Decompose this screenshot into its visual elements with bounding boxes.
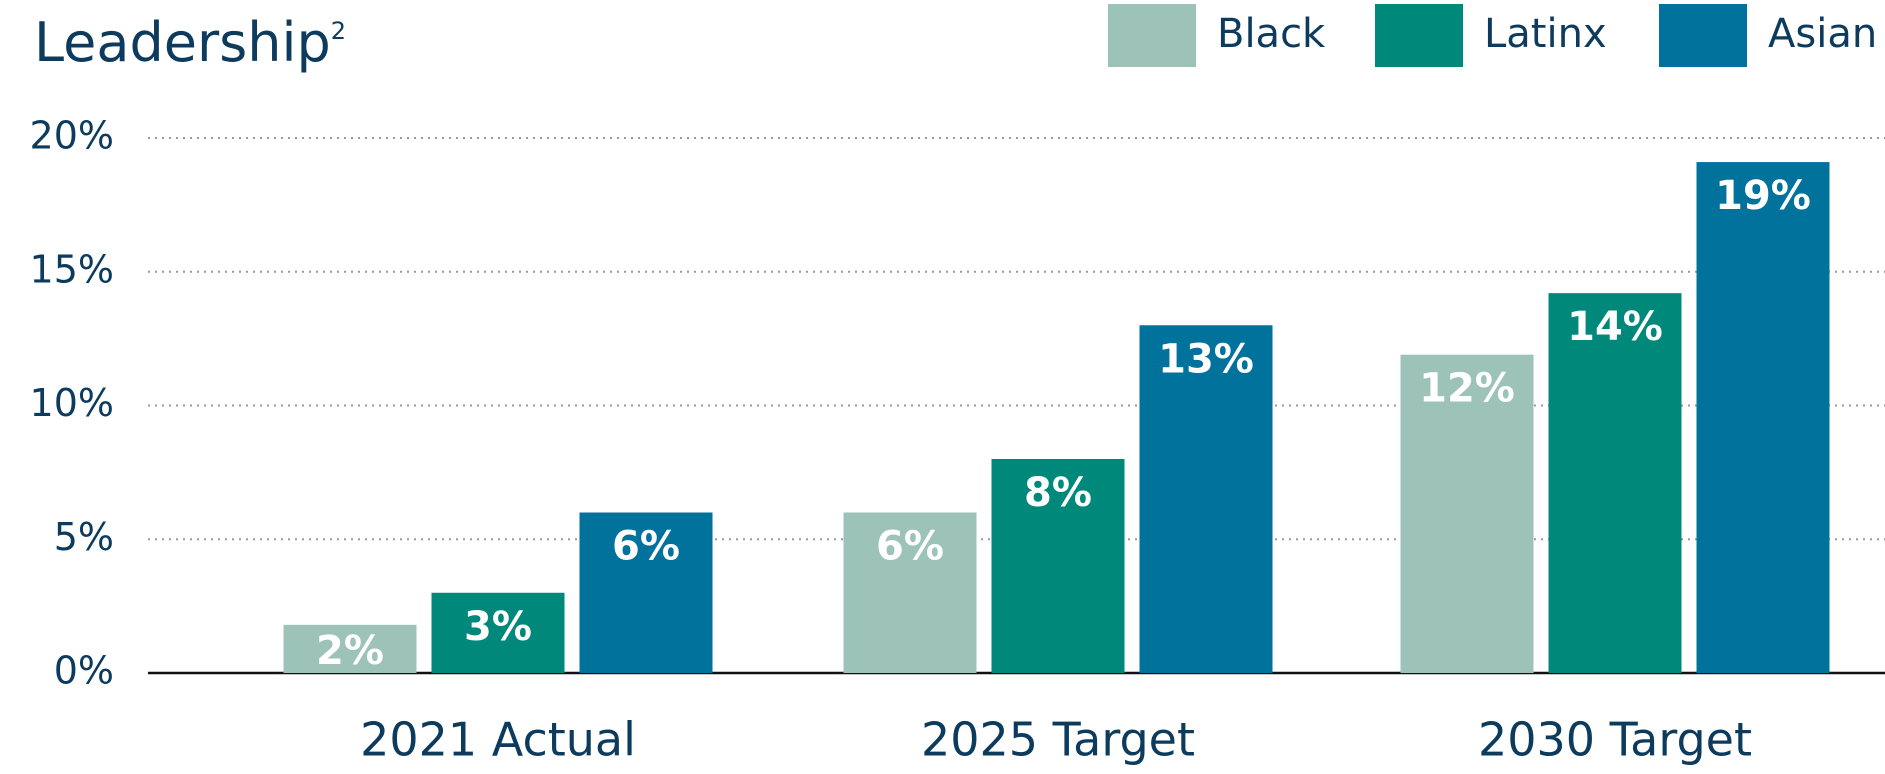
x-tick-label: 2025 Target bbox=[921, 713, 1195, 767]
bar bbox=[991, 459, 1125, 673]
data-label: 8% bbox=[1024, 470, 1092, 516]
data-label: 19% bbox=[1715, 173, 1811, 219]
bar bbox=[283, 624, 417, 673]
legend-label: Asian bbox=[1768, 11, 1877, 57]
data-label: 2% bbox=[316, 628, 384, 674]
data-label: 14% bbox=[1567, 304, 1663, 350]
legend-swatch bbox=[1108, 4, 1196, 67]
bar bbox=[1400, 354, 1534, 673]
y-tick-label: 5% bbox=[54, 515, 114, 559]
y-tick-label: 0% bbox=[54, 649, 114, 693]
bar bbox=[1696, 162, 1830, 673]
legend-label: Latinx bbox=[1484, 11, 1607, 57]
y-tick-label: 20% bbox=[30, 114, 114, 158]
bar bbox=[431, 592, 565, 673]
bar bbox=[579, 512, 713, 673]
data-label: 6% bbox=[876, 524, 944, 570]
data-label: 13% bbox=[1158, 336, 1254, 382]
data-label: 3% bbox=[464, 604, 532, 650]
data-label: 12% bbox=[1419, 366, 1515, 412]
bar bbox=[843, 512, 977, 673]
title-superscript: 2 bbox=[331, 17, 346, 45]
legend-label: Black bbox=[1217, 11, 1326, 57]
legend-swatch bbox=[1659, 4, 1747, 67]
bar bbox=[1139, 325, 1273, 673]
bar bbox=[1548, 293, 1682, 673]
chart-title: Leadership2 bbox=[34, 11, 346, 74]
legend-swatch bbox=[1375, 4, 1463, 67]
y-tick-label: 10% bbox=[30, 381, 114, 425]
x-tick-label: 2021 Actual bbox=[360, 713, 636, 767]
x-tick-label: 2030 Target bbox=[1478, 713, 1752, 767]
title-text: Leadership bbox=[34, 11, 331, 74]
data-label: 6% bbox=[612, 524, 680, 570]
y-tick-label: 15% bbox=[30, 247, 114, 291]
